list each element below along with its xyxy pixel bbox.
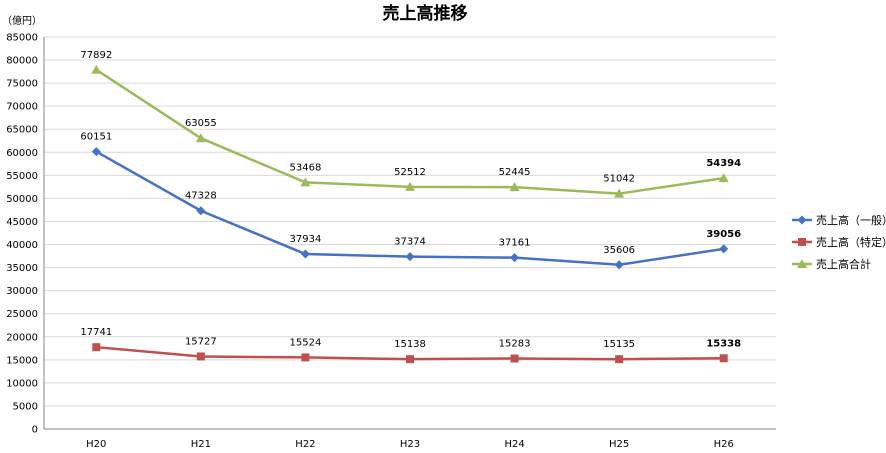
x-tick-label: H20 [86,439,106,450]
data-label: 47328 [185,191,217,202]
data-point [719,354,728,363]
data-point [301,353,310,362]
x-axis-ticks: H20 H21 H22 H23 H24 H25 H26 [86,439,734,450]
series-layer: 60151 47328 37934 37374 37161 35606 39056 17741… [80,50,741,364]
y-tick-label: 70000 [6,102,38,113]
y-tick-label: 15000 [6,355,38,366]
data-label: 60151 [80,132,112,143]
data-label: 52445 [499,167,531,178]
legend: 売上高（一般） 売上高（特定） 売上高合計 [792,213,886,271]
data-point [195,133,206,143]
y-tick-label: 60000 [6,148,38,159]
data-point [405,181,415,191]
y-tick-label: 45000 [6,217,38,228]
data-point [719,244,729,254]
data-label: 15135 [603,339,635,350]
y-tick-label: 40000 [6,240,38,251]
data-point [196,206,206,216]
data-point [91,64,102,74]
data-label: 63055 [185,118,217,129]
y-tick-label: 85000 [6,33,38,44]
data-point [797,215,807,225]
y-axis-unit: （億円） [2,14,42,27]
data-point [615,355,624,364]
data-label: 37934 [290,234,322,245]
x-tick-label: H21 [191,439,211,450]
x-tick-label: H26 [714,439,734,450]
data-label: 37161 [499,238,531,249]
y-tick-label: 50000 [6,194,38,205]
data-point [510,354,519,363]
data-label: 17741 [80,327,112,338]
y-tick-label: 55000 [6,171,38,182]
x-tick-label: H22 [295,439,315,450]
y-tick-label: 80000 [6,56,38,67]
data-point [510,253,520,263]
data-point [614,188,625,198]
data-point [406,355,414,364]
data-label: 37374 [394,237,426,248]
legend-label: 売上高（一般） [816,213,886,227]
data-point [300,177,311,187]
data-point [196,352,205,361]
y-tick-label: 5000 [13,401,38,412]
y-tick-label: 35000 [6,263,38,274]
y-tick-label: 30000 [6,286,38,297]
data-label: 52512 [394,167,426,178]
data-point [300,249,310,259]
legend-label: 売上高（特定） [816,235,886,249]
data-point [405,252,415,262]
y-tick-label: 65000 [6,125,38,136]
data-point [797,259,807,268]
data-label: 15338 [706,338,741,349]
legend-label: 売上高合計 [816,257,871,271]
x-tick-label: H23 [400,439,420,450]
data-label: 53468 [290,162,322,173]
y-axis-ticks: 0 5000 10000 15000 20000 25000 30000 35000 40000… [6,33,38,436]
data-label: 15283 [499,339,531,350]
y-tick-label: 10000 [6,378,38,389]
y-tick-label: 0 [32,425,38,436]
data-point [718,173,729,183]
x-tick-label: H24 [504,439,524,450]
data-label: 15727 [185,336,217,347]
data-label: 39056 [706,229,741,240]
data-label: 51042 [603,174,635,185]
data-point [614,260,624,270]
data-label: 54394 [706,158,741,169]
data-label: 15524 [290,337,322,348]
data-point [798,238,806,246]
data-label: 35606 [603,245,635,256]
x-tick-label: H25 [609,439,629,450]
y-tick-label: 25000 [6,309,38,320]
data-label: 15138 [394,339,426,350]
chart-title: 売上高推移 [383,3,468,24]
data-point [92,343,101,352]
data-point [509,182,520,192]
gridlines [43,36,776,430]
y-tick-label: 75000 [6,79,38,90]
data-point [91,147,101,157]
y-tick-label: 20000 [6,332,38,343]
data-label: 77892 [80,50,112,61]
